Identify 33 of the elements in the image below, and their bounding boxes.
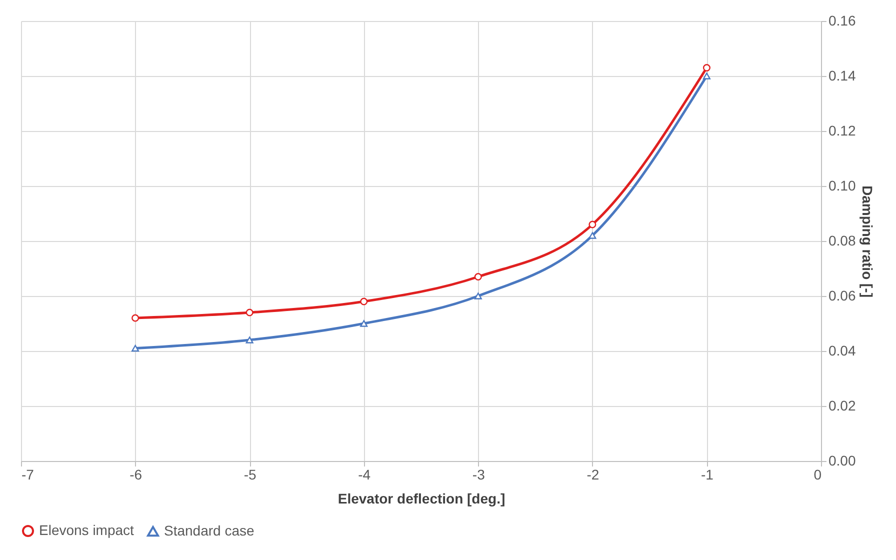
point bbox=[246, 336, 254, 344]
point bbox=[474, 272, 482, 281]
y-tick-label: 0.06 bbox=[828, 288, 856, 304]
x-tick-label: -1 bbox=[700, 466, 714, 482]
y-tick-label: 0.00 bbox=[828, 452, 856, 468]
y-tick-label: 0.14 bbox=[828, 68, 856, 84]
x-tick-label: -7 bbox=[22, 466, 34, 482]
point bbox=[246, 308, 254, 316]
point bbox=[588, 232, 596, 239]
legend-label: Elevons impact bbox=[39, 522, 134, 538]
point bbox=[474, 292, 482, 300]
x-tick-label: -5 bbox=[244, 466, 257, 482]
point bbox=[132, 314, 140, 322]
y-tick-label: 0.16 bbox=[828, 12, 856, 28]
legend-label: Standard case bbox=[164, 522, 254, 538]
point bbox=[702, 64, 710, 72]
x-tick-label: -3 bbox=[472, 466, 486, 482]
x-tick-label: -4 bbox=[358, 466, 371, 482]
point bbox=[588, 220, 596, 228]
point bbox=[360, 320, 368, 327]
x-tick-label: 0 bbox=[814, 466, 822, 482]
y-axis-title: Damping ratio [-] bbox=[860, 186, 876, 298]
y-tick-label: 0.04 bbox=[828, 342, 856, 358]
x-axis-title: Elevator deflection [deg.] bbox=[338, 490, 506, 506]
point bbox=[702, 72, 710, 80]
y-tick-label: 0.02 bbox=[828, 398, 856, 414]
y-tick-label: 0.08 bbox=[828, 232, 856, 248]
point bbox=[132, 344, 140, 352]
x-tick-label: -2 bbox=[586, 466, 600, 482]
y-tick-label: 0.10 bbox=[828, 178, 856, 194]
point bbox=[360, 298, 368, 306]
x-tick-label: -6 bbox=[130, 466, 142, 482]
y-tick-label: 0.12 bbox=[828, 122, 856, 138]
